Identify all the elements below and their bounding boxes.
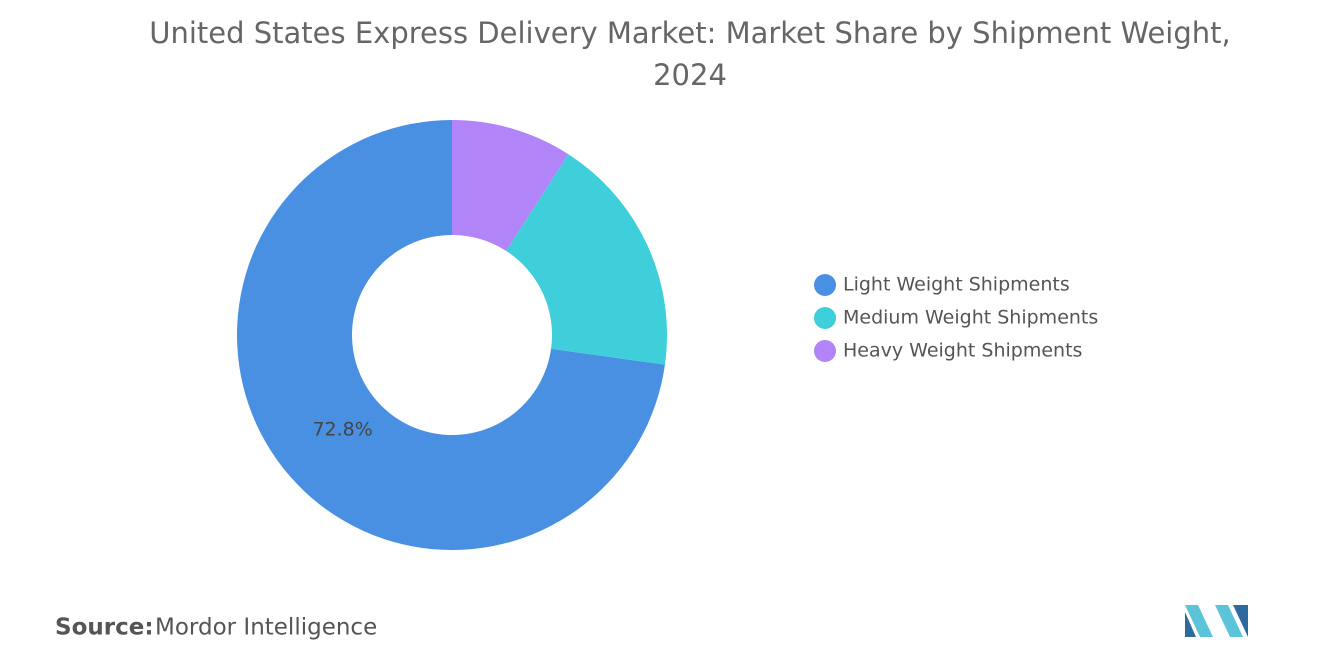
donut-slice — [452, 120, 569, 251]
legend-label: Heavy Weight Shipments — [843, 340, 1082, 362]
legend-swatch — [814, 274, 836, 296]
legend-swatch — [814, 307, 836, 329]
source: Mordor Intelligence — [155, 615, 377, 641]
donut-slice — [506, 154, 667, 365]
logo — [1185, 605, 1248, 637]
legend-label: Light Weight Shipments — [843, 274, 1070, 296]
data-label: 72.8% — [312, 419, 372, 441]
source-label: Source: — [55, 615, 154, 641]
legend-label: Medium Weight Shipments — [843, 307, 1098, 329]
donut-slice — [236, 120, 665, 550]
legend-swatch — [814, 340, 836, 362]
chart-title: United States Express Delivery Market: M… — [149, 16, 1231, 92]
